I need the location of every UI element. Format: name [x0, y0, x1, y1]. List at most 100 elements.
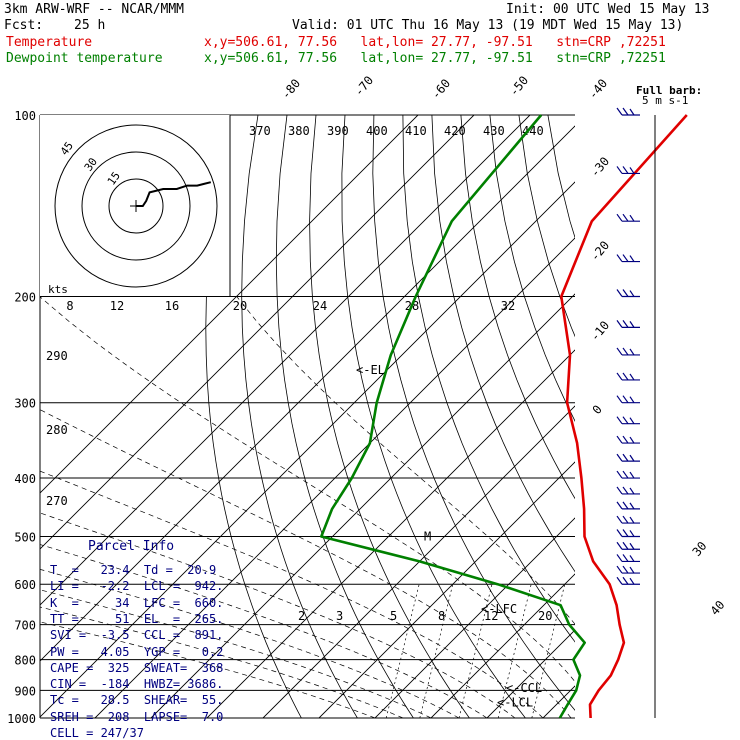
parcel-info-row: SREH = 208 LAPSE= 7.0 [50, 709, 224, 724]
parcel-info-row: CELL = 247/37 [50, 726, 144, 740]
wind-barb-flag [629, 255, 635, 262]
wind-barb-flag [616, 435, 623, 444]
wind-barb-flag [629, 373, 635, 381]
pressure-label: 1000 [7, 712, 36, 726]
pressure-label: 200 [14, 291, 36, 305]
moist-adiabat [40, 621, 376, 718]
wind-barb-flag [616, 529, 623, 537]
pressure-label: 500 [14, 530, 36, 544]
mixing-ratio-line [419, 584, 454, 718]
parcel-info-title: Parcel Info [88, 539, 175, 554]
init-time: Init: 00 UTC Wed 15 May 13 [506, 2, 710, 17]
isotherm-line [430, 573, 575, 718]
mixing-ratio-line [385, 584, 420, 718]
dry-adiabat [205, 115, 302, 718]
isotherm-line [486, 629, 575, 718]
wind-barb-flag [622, 213, 629, 222]
wind-barb-flag [629, 577, 635, 585]
isotherm-line [40, 115, 475, 550]
parcel-info-row: SVI = -3.5 CCL = 891. [50, 628, 224, 643]
dry-adiabat [547, 115, 575, 239]
fcst-label: Fcst: [4, 18, 44, 33]
pressure-label: 800 [14, 654, 36, 668]
dry-adiabat [693, 115, 740, 718]
wind-barb-flag [629, 454, 635, 462]
isotherm-label: 30 [690, 539, 710, 559]
speed-scale-label: 32 [501, 299, 515, 313]
level-marker: <-EL [356, 363, 385, 377]
isotherm-line [206, 349, 575, 718]
wind-barb-flag [629, 502, 635, 510]
theta-label: 440 [522, 124, 544, 138]
wind-barb-flag [616, 486, 623, 495]
wind-barb-flag [622, 576, 629, 585]
isotherm-label: -50 [507, 73, 532, 99]
speed-scale-label: 20 [233, 299, 247, 313]
level-marker: <-CCL [506, 681, 542, 695]
speed-scale-label: 12 [110, 299, 124, 313]
wind-barb-flag [622, 486, 629, 495]
isotherm-line [711, 115, 740, 718]
wind-barb-flag [616, 254, 623, 262]
wind-barb-flag [622, 416, 629, 425]
speed-scale-label: 24 [313, 299, 327, 313]
isotherm-label: -80 [279, 76, 304, 102]
level-marker: <-LCL [497, 695, 533, 709]
wind-barb-flag [616, 565, 623, 574]
parcel-info-row: LI = -2.2 LCL = 942. [50, 579, 224, 594]
wind-barb-flag [629, 542, 635, 550]
isotherm-line [94, 237, 575, 718]
wind-barb-flag [622, 501, 629, 510]
wind-barb-flag [629, 487, 635, 495]
hodograph-ring [54, 124, 218, 288]
hodograph-ring [81, 151, 191, 261]
wind-barb-flag [616, 347, 623, 356]
dry-adiabat [402, 115, 575, 643]
wind-barb-flag [616, 289, 623, 297]
wind-barb-flag [616, 320, 623, 328]
hodograph-ring-label: 45 [58, 139, 76, 157]
wind-barb-flag [629, 167, 635, 174]
hodograph-ring-label: 15 [105, 169, 123, 187]
pressure-label: 600 [14, 578, 36, 592]
hodograph-trace [136, 181, 212, 207]
theta-label: 420 [444, 124, 466, 138]
fcst-value: 25 h [74, 18, 106, 33]
dry-adiabat [241, 115, 358, 718]
theta-left-label: 270 [46, 494, 68, 508]
parcel-info-row: TT = 51 EL = 265. [50, 611, 224, 626]
dry-adiabat [372, 115, 575, 711]
isotherm-label: -40 [586, 76, 611, 102]
dry-adiabat [341, 115, 526, 718]
pressure-label: 300 [14, 397, 36, 411]
dewpoint-location: x,y=506.61, 77.56 lat,lon= 27.77, -97.51… [204, 51, 666, 66]
temperature-legend: Temperature [6, 35, 93, 50]
isotherm-label: -10 [588, 318, 613, 344]
wind-barb-flag [622, 554, 629, 562]
theta-label: 390 [327, 124, 349, 138]
isotherm-label: -30 [588, 154, 613, 180]
wind-barb-flag [629, 566, 635, 574]
wind-barb-flag [616, 470, 623, 479]
parcel-info-row: CIN = -184 HWBZ= 3686. [50, 677, 224, 692]
wind-barb-flag [622, 254, 629, 262]
wind-barb-flag [629, 436, 635, 444]
pressure-label: 400 [14, 472, 36, 486]
wind-barb-flag [622, 515, 629, 524]
wind-barb-flag [629, 348, 635, 356]
wind-barb-flag [629, 471, 635, 479]
wind-barb-flag [622, 395, 629, 404]
wind-barb-flag [616, 213, 623, 222]
wind-barb-flag [629, 321, 635, 328]
pressure-label: 900 [14, 684, 36, 698]
wind-barb-flag [622, 529, 629, 537]
wind-barb-flag [616, 453, 623, 462]
wind-barb-flag [616, 541, 623, 550]
wind-barb-flag [629, 108, 635, 116]
dry-adiabat [275, 115, 414, 718]
parcel-info-row: T = 23.4 Td = 20.9 [50, 563, 217, 577]
valid-time: Valid: 01 UTC Thu 16 May 13 (19 MDT Wed … [292, 18, 684, 33]
isotherm-line [150, 293, 575, 718]
wind-barb-flag [622, 435, 629, 444]
